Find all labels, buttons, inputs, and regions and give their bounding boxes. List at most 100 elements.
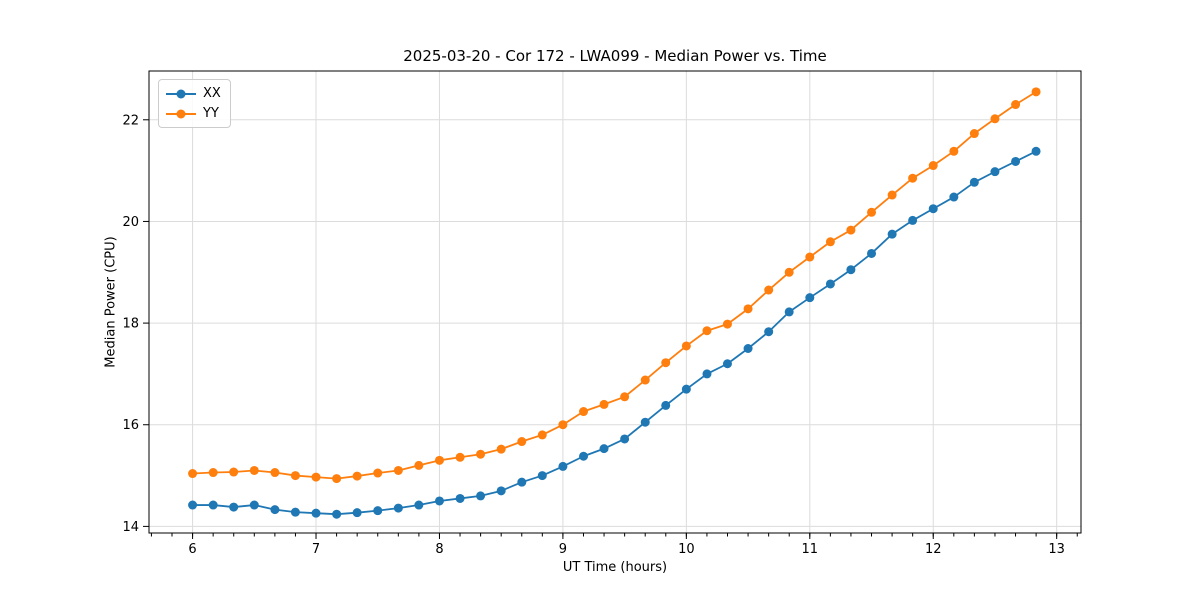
x-axis-label: UT Time (hours) (562, 560, 668, 575)
data-point-yy (949, 146, 959, 156)
data-point-xx (352, 508, 362, 518)
data-point-yy (517, 437, 527, 447)
data-point-yy (722, 319, 732, 329)
data-point-xx (579, 451, 589, 461)
data-point-xx (188, 500, 198, 510)
data-point-yy (743, 304, 753, 314)
data-point-xx (229, 502, 239, 512)
data-point-xx (1031, 146, 1041, 156)
gridlines (149, 71, 1081, 533)
data-point-yy (414, 460, 424, 470)
data-point-yy (805, 252, 815, 262)
data-point-xx (414, 500, 424, 510)
data-point-yy (846, 225, 856, 235)
data-point-xx (784, 307, 794, 317)
data-point-xx (722, 359, 732, 369)
data-point-xx (928, 204, 938, 214)
x-tick-label: 12 (925, 542, 942, 557)
legend-item-xx: XX (166, 85, 221, 102)
data-point-xx (332, 509, 342, 519)
data-point-xx (661, 400, 671, 410)
data-point-yy (434, 455, 444, 465)
x-tick-label: 10 (678, 542, 695, 557)
data-point-xx (290, 507, 300, 517)
data-point-yy (1031, 87, 1041, 97)
data-point-yy (908, 173, 918, 183)
data-point-xx (537, 471, 547, 481)
y-tick-label: 16 (122, 418, 139, 433)
data-point-yy (352, 471, 362, 481)
data-point-xx (434, 496, 444, 506)
legend-label-xx: XX (203, 86, 221, 101)
legend-item-yy: YY (166, 105, 221, 122)
data-point-xx (743, 344, 753, 354)
data-point-xx (949, 192, 959, 202)
data-point-xx (496, 486, 506, 496)
data-point-yy (620, 392, 630, 402)
legend-label-yy: YY (203, 106, 219, 121)
data-point-xx (455, 493, 465, 503)
data-point-yy (311, 472, 321, 482)
legend-marker-yy (166, 109, 196, 119)
data-point-yy (867, 207, 877, 217)
data-point-xx (764, 327, 774, 337)
series-xx (188, 146, 1041, 519)
legend: XX YY (158, 79, 231, 128)
data-point-yy (640, 375, 650, 385)
data-point-yy (496, 444, 506, 454)
data-point-yy (270, 468, 280, 478)
y-tick-label: 14 (122, 520, 139, 535)
data-point-yy (229, 467, 239, 477)
data-point-xx (311, 508, 321, 518)
x-tick-label: 11 (802, 542, 819, 557)
data-point-yy (661, 358, 671, 368)
data-point-yy (579, 407, 589, 417)
data-point-yy (969, 129, 979, 139)
data-point-yy (393, 465, 403, 475)
data-point-xx (805, 293, 815, 303)
data-point-yy (887, 190, 897, 200)
data-point-xx (373, 506, 383, 516)
data-point-xx (517, 477, 527, 487)
x-tick-label: 9 (559, 542, 567, 557)
data-point-xx (208, 500, 218, 510)
data-point-yy (537, 430, 547, 440)
data-point-yy (188, 469, 198, 479)
data-point-yy (558, 420, 568, 430)
y-axis-label: Median Power (CPU) (103, 236, 119, 368)
data-point-xx (846, 265, 856, 275)
data-point-xx (825, 279, 835, 289)
data-point-yy (681, 341, 691, 351)
data-point-xx (681, 384, 691, 394)
data-point-yy (928, 161, 938, 171)
data-point-yy (249, 465, 259, 475)
data-point-yy (455, 452, 465, 462)
data-point-yy (990, 114, 1000, 124)
data-point-yy (208, 468, 218, 478)
plot-border (148, 70, 1082, 534)
tick-labels: 6 7 8 9 10 11 12 13 14 16 18 20 22 (122, 113, 1065, 557)
x-tick-label: 6 (188, 542, 196, 557)
data-point-yy (764, 285, 774, 295)
data-point-yy (332, 474, 342, 484)
y-tick-label: 18 (122, 317, 139, 332)
x-tick-label: 13 (1048, 542, 1065, 557)
data-point-xx (476, 491, 486, 501)
data-point-xx (558, 461, 568, 471)
y-tick-label: 20 (122, 215, 139, 230)
x-tick-label: 8 (435, 542, 443, 557)
data-point-yy (702, 326, 712, 336)
data-point-yy (373, 468, 383, 478)
data-point-xx (1011, 156, 1021, 166)
data-point-xx (620, 434, 630, 444)
data-point-xx (599, 444, 609, 454)
data-point-xx (393, 503, 403, 513)
x-tick-label: 7 (312, 542, 320, 557)
data-point-xx (867, 248, 877, 258)
data-point-yy (599, 399, 609, 409)
data-point-xx (887, 229, 897, 239)
series-yy (188, 87, 1041, 484)
data-point-xx (969, 177, 979, 187)
data-point-xx (702, 369, 712, 379)
